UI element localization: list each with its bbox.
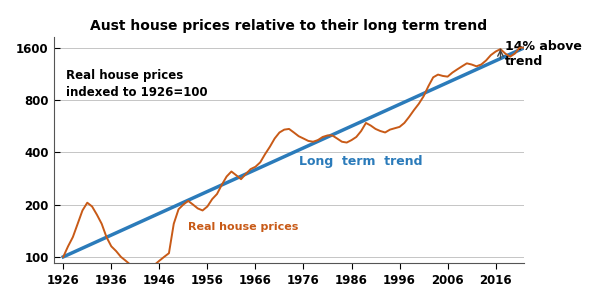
Text: Real house prices: Real house prices — [188, 222, 299, 232]
Text: Long  term  trend: Long term trend — [299, 155, 422, 168]
Text: Real house prices
indexed to 1926=100: Real house prices indexed to 1926=100 — [66, 69, 207, 99]
Text: 14% above
trend: 14% above trend — [505, 39, 582, 68]
Title: Aust house prices relative to their long term trend: Aust house prices relative to their long… — [91, 19, 488, 33]
